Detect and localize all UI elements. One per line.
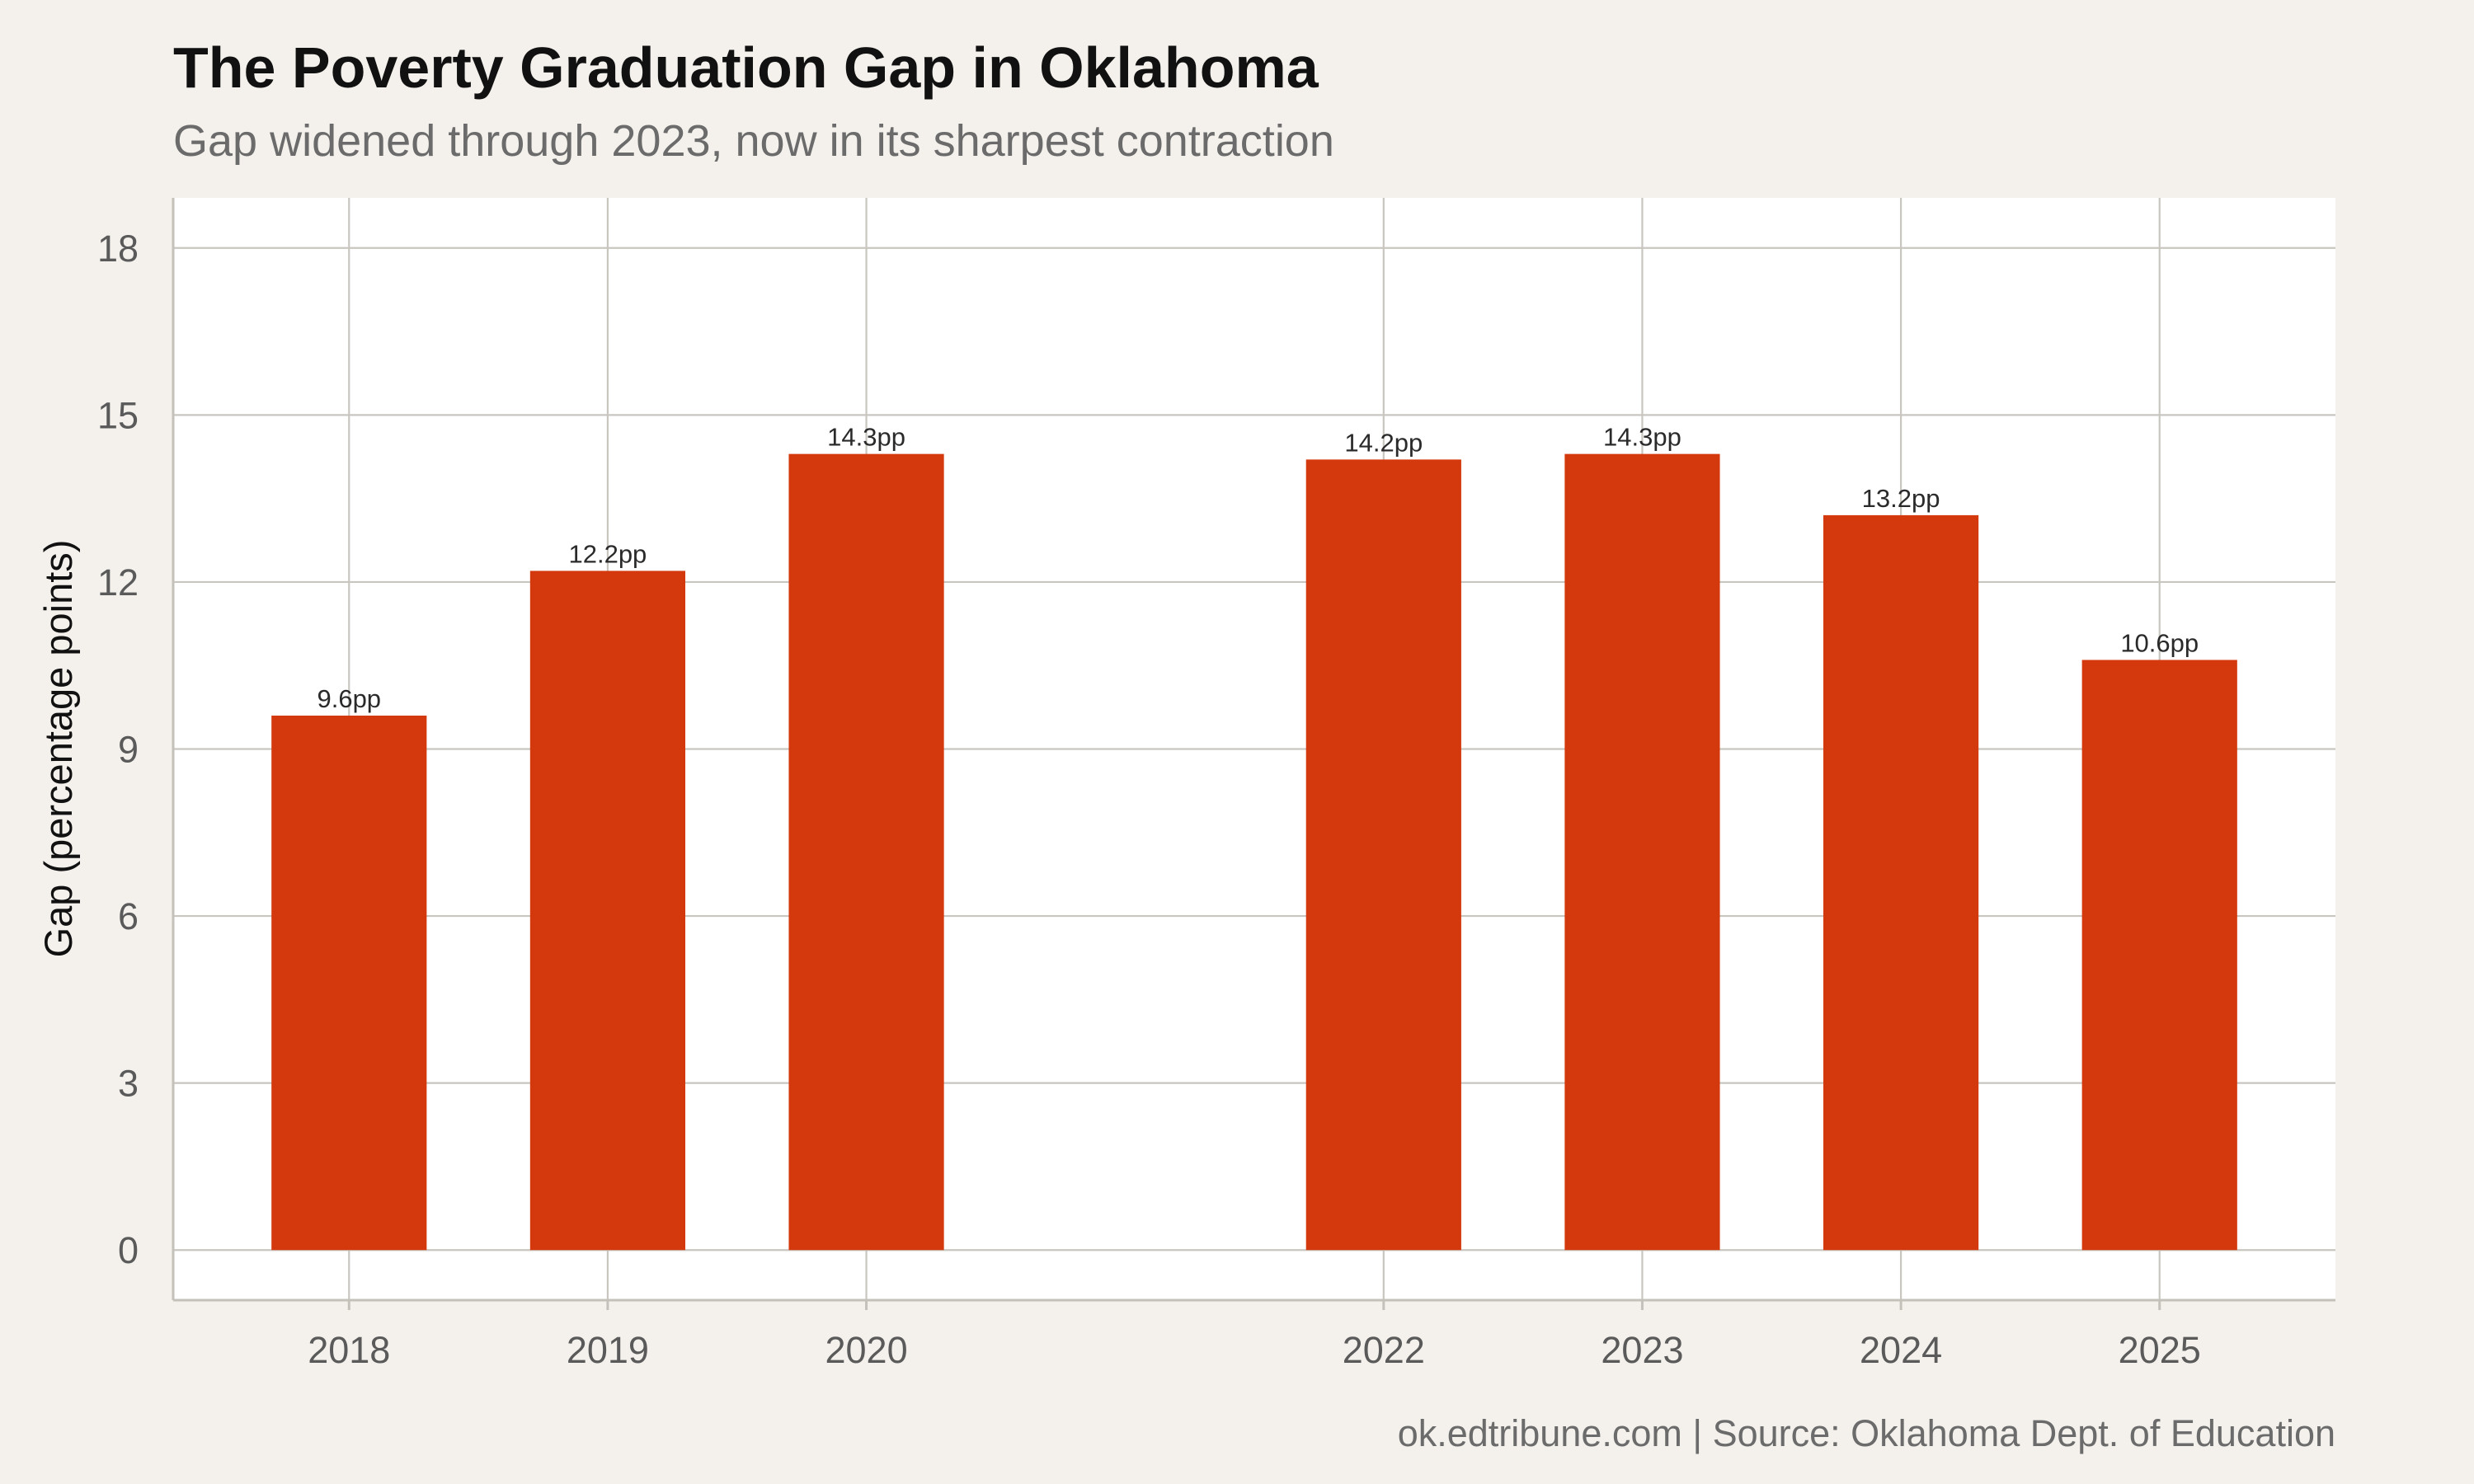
x-tick-label: 2023 bbox=[1601, 1329, 1683, 1371]
data-label-2020: 14.3pp bbox=[827, 423, 905, 452]
y-axis-title: Gap (percentage points) bbox=[36, 540, 80, 958]
x-tick-label: 2019 bbox=[567, 1329, 649, 1371]
x-tick-label: 2020 bbox=[825, 1329, 907, 1371]
data-label-2025: 10.6pp bbox=[2120, 628, 2199, 657]
y-tick-label: 6 bbox=[118, 895, 139, 937]
y-tick-label: 15 bbox=[97, 394, 139, 436]
y-tick-label: 18 bbox=[97, 228, 139, 270]
x-tick-label: 2022 bbox=[1343, 1329, 1425, 1371]
x-tick-label: 2018 bbox=[308, 1329, 390, 1371]
bar-2024 bbox=[1823, 514, 1979, 1251]
x-tick-label: 2025 bbox=[2119, 1329, 2201, 1371]
bar-2022 bbox=[1305, 459, 1461, 1251]
chart-subtitle: Gap widened through 2023, now in its sha… bbox=[173, 116, 1334, 166]
data-label-2024: 13.2pp bbox=[1862, 484, 1940, 513]
data-label-2022: 14.2pp bbox=[1344, 428, 1423, 457]
bars bbox=[271, 453, 2237, 1251]
bar-2023 bbox=[1564, 453, 1720, 1251]
x-tick-labels: 2018 2019 2020 2022 2023 2024 2025 bbox=[308, 1300, 2201, 1371]
data-labels: 9.6pp 12.2pp 14.3pp 14.2pp 14.3pp 13.2pp 10.6p… bbox=[317, 423, 2199, 713]
y-tick-labels: 0 3 6 9 12 15 18 bbox=[97, 228, 139, 1271]
chart-title: The Poverty Graduation Gap in Oklahoma bbox=[173, 35, 1319, 100]
data-label-2023: 14.3pp bbox=[1603, 423, 1681, 452]
chart-caption: ok.edtribune.com | Source: Oklahoma Dept… bbox=[1397, 1412, 2335, 1454]
x-tick-label: 2024 bbox=[1860, 1329, 1942, 1371]
y-tick-label: 3 bbox=[118, 1063, 139, 1105]
bar-2018 bbox=[271, 715, 427, 1251]
y-tick-label: 12 bbox=[97, 561, 139, 603]
data-label-2019: 12.2pp bbox=[568, 539, 647, 568]
data-label-2018: 9.6pp bbox=[317, 684, 381, 713]
bar-2020 bbox=[788, 453, 944, 1251]
y-tick-label: 0 bbox=[118, 1229, 139, 1271]
bar-2019 bbox=[529, 571, 685, 1251]
bar-2025 bbox=[2081, 660, 2237, 1251]
y-tick-label: 9 bbox=[118, 729, 139, 771]
